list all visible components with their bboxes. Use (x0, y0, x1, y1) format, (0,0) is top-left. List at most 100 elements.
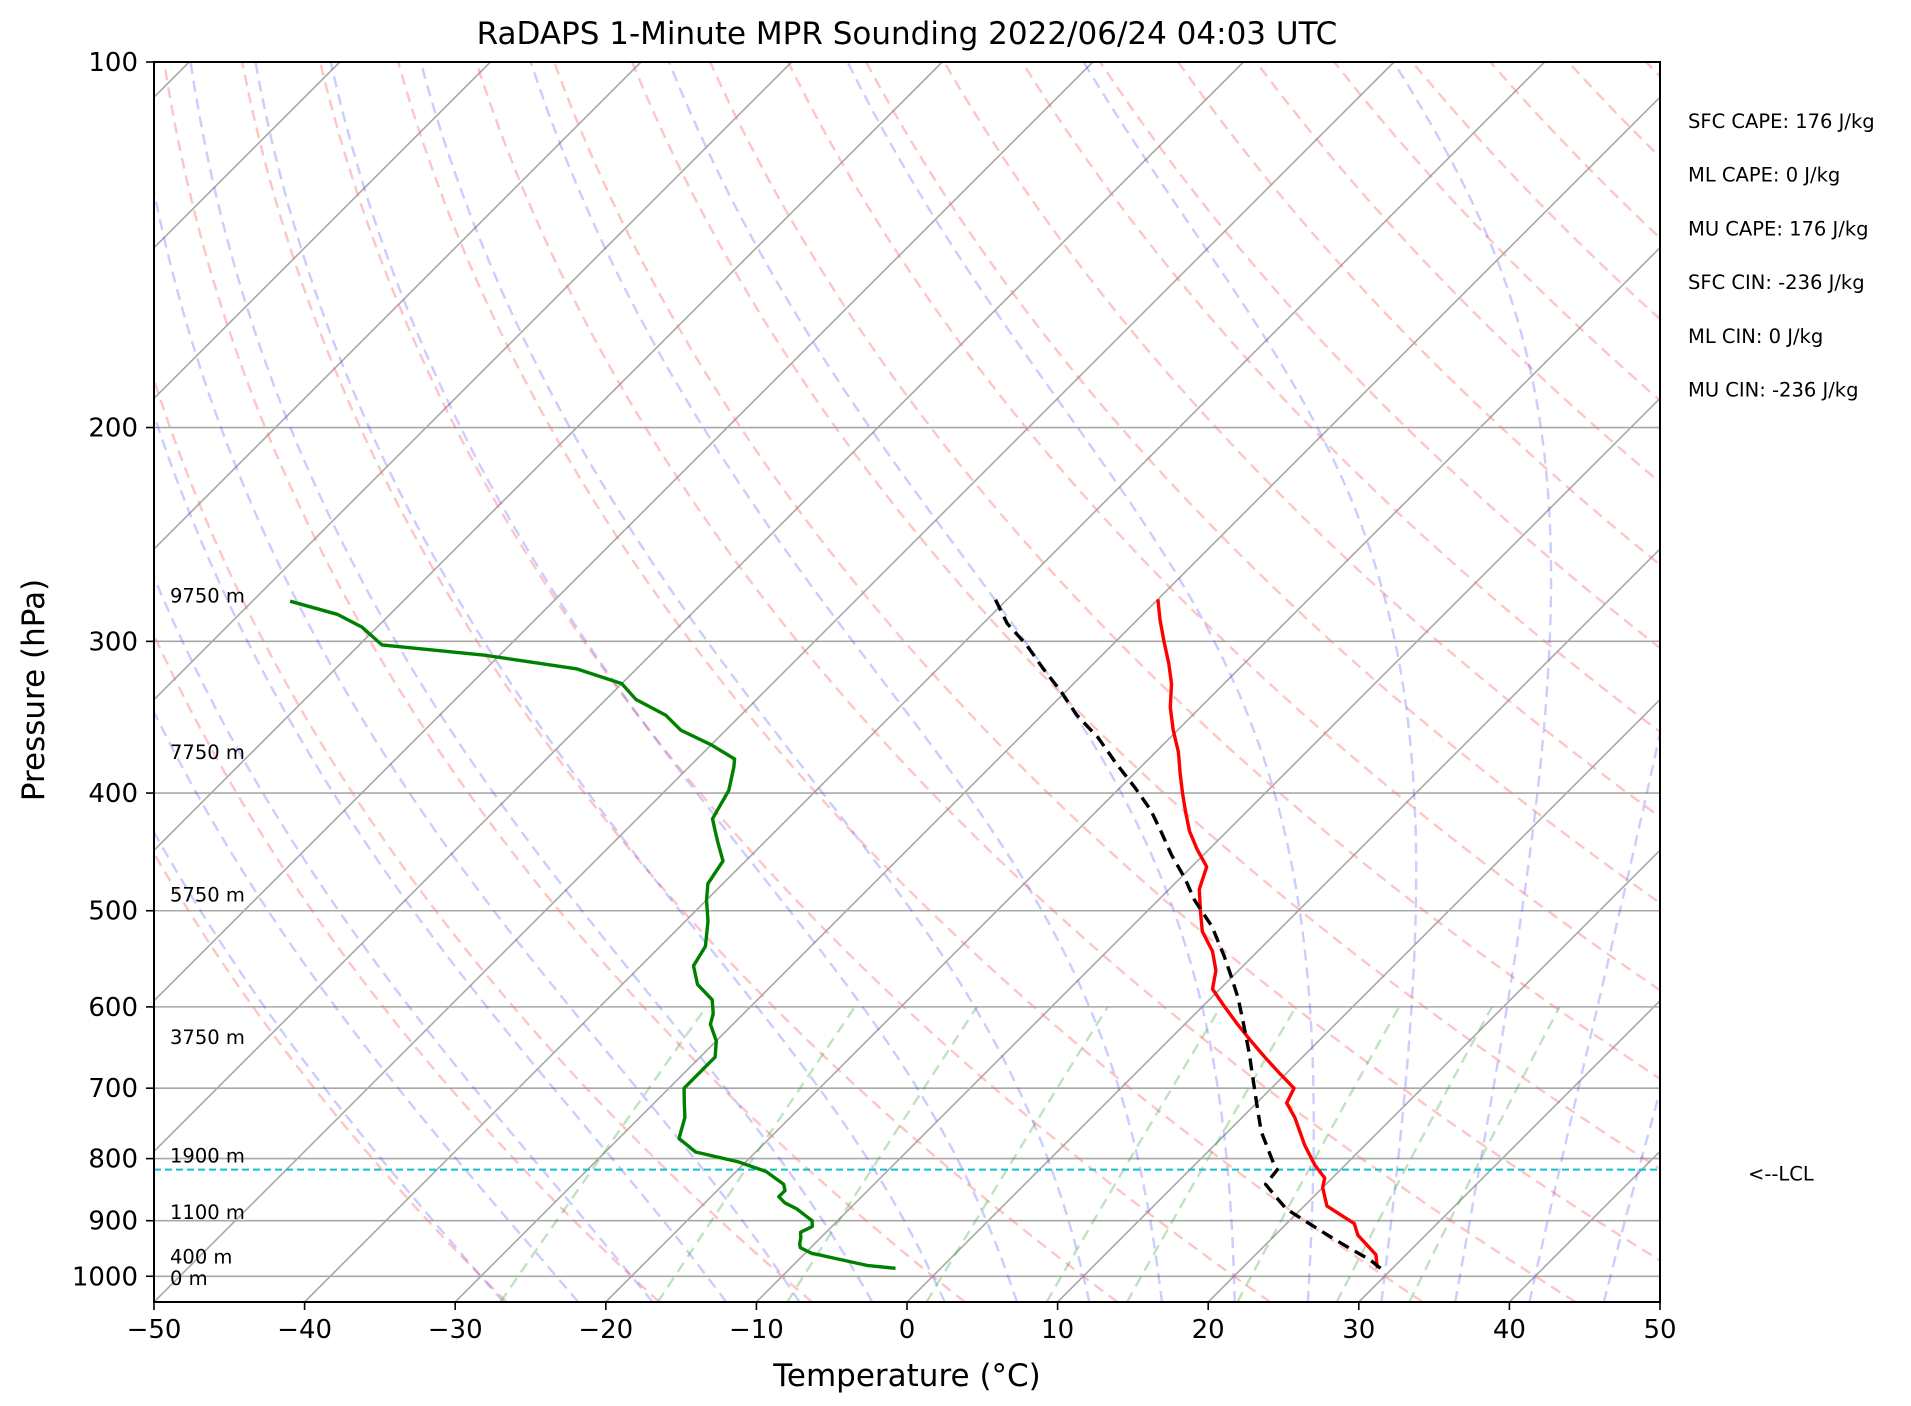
mixing-ratio-line (656, 1006, 856, 1302)
y-tick-label: 200 (88, 414, 138, 444)
moist-adiabat-line (254, 62, 946, 1302)
height-label: 7750 m (170, 741, 245, 764)
dry-adiabat-line (1021, 62, 1660, 734)
stat-line: ML CIN: 0 J/kg (1688, 325, 1823, 348)
x-tick-label: 20 (1192, 1315, 1225, 1345)
dewpoint-line (289, 599, 896, 1270)
moist-adiabat-line (419, 62, 1091, 1302)
moist-adiabat-line (529, 62, 1164, 1302)
isotherm-line (1057, 698, 1660, 1302)
dry-adiabat-line (162, 62, 966, 1302)
isotherm-line (1358, 999, 1660, 1302)
dry-adiabat-line (865, 62, 1660, 905)
x-tick-label: −40 (277, 1315, 332, 1345)
moist-adiabat-line (189, 62, 874, 1302)
series-layer (154, 598, 1660, 1270)
lcl-label: <--LCL (1748, 1163, 1814, 1186)
y-tick-label: 300 (88, 627, 138, 657)
plot-area (154, 62, 1660, 1302)
y-tick-label: 800 (88, 1145, 138, 1175)
moist-adiabat-line (1392, 62, 1553, 1302)
axis-layer: −50 −40 −30 −20 −10 0 10 20 30 40 50 100 200 300 400 50… (72, 48, 1677, 1345)
isotherm-line (154, 62, 1395, 1302)
moist-adiabat-line (154, 709, 580, 1302)
moist-adiabat-line (329, 62, 1019, 1302)
isotherm-line (154, 62, 793, 701)
moist-adiabat-line (1082, 62, 1418, 1302)
height-label: 9750 m (170, 584, 245, 607)
y-tick-label: 900 (88, 1207, 138, 1237)
stats-panel: SFC CAPE: 176 J/kg ML CAPE: 0 J/kg MU CAPE… (1688, 110, 1875, 402)
temperature-line (1156, 599, 1380, 1269)
y-tick-label: 1000 (72, 1262, 138, 1292)
dry-adiabat-line (154, 375, 813, 1302)
height-label: 400 m (170, 1245, 232, 1268)
isotherm-line (454, 96, 1660, 1302)
stat-line: SFC CAPE: 176 J/kg (1688, 110, 1875, 133)
stat-line: SFC CIN: -236 J/kg (1688, 271, 1865, 294)
isotherm-line (605, 246, 1660, 1302)
dry-adiabat-line (630, 62, 1660, 1171)
isotherm-line (1207, 849, 1660, 1302)
x-tick-label: −30 (428, 1315, 483, 1345)
moist-adiabat-line (154, 573, 654, 1302)
height-label: 5750 m (170, 884, 245, 907)
moist-adiabat-line (154, 410, 728, 1302)
y-tick-label: 600 (88, 993, 138, 1023)
isotherm-line (154, 62, 491, 400)
x-tick-label: 40 (1493, 1315, 1526, 1345)
x-tick-label: 50 (1643, 1315, 1676, 1345)
isotherm-line (154, 62, 1094, 1002)
mixing-ratio-line (499, 1006, 708, 1302)
height-label: 0 m (170, 1267, 208, 1290)
moist-adiabat-line (154, 829, 505, 1302)
moist-adiabat-line (846, 62, 1315, 1302)
moist-adiabat-line (154, 185, 801, 1302)
isotherm-line (154, 62, 1244, 1153)
mixing-ratio-line (925, 1006, 1109, 1302)
parcel-line (993, 598, 1382, 1270)
x-tick-label: −50 (127, 1315, 182, 1345)
x-tick-label: 30 (1342, 1315, 1375, 1345)
mixing-ratio-line (1236, 1006, 1401, 1302)
y-tick-label: 400 (88, 779, 138, 809)
dry-adiabat-line (318, 62, 1271, 1302)
grid-layer (154, 62, 1660, 1302)
mixing-ratio-line (1125, 1006, 1297, 1302)
stat-line: ML CAPE: 0 J/kg (1688, 164, 1840, 187)
x-tick-label: −20 (578, 1315, 633, 1345)
dry-adiabat-line (154, 850, 508, 1302)
dry-adiabat-line (474, 62, 1577, 1302)
dry-adiabat-line (552, 62, 1660, 1262)
y-axis-label: Pressure (hPa) (16, 579, 52, 801)
y-tick-label: 700 (88, 1074, 138, 1104)
chart-title: RaDAPS 1-Minute MPR Sounding 2022/06/24 … (477, 16, 1338, 52)
moist-adiabat-line (1528, 727, 1660, 1302)
dry-adiabat-line (240, 62, 1119, 1302)
isotherm-line (154, 62, 642, 551)
dry-adiabat-line (154, 632, 661, 1302)
x-tick-label: 0 (899, 1315, 916, 1345)
mixing-ratio-line (1045, 1006, 1222, 1302)
height-label: 1100 m (170, 1201, 245, 1224)
mixing-ratio-line (1335, 1006, 1493, 1302)
isotherm-line (154, 62, 943, 852)
dry-adiabat-line (709, 62, 1660, 1081)
x-axis-label: Temperature (°C) (772, 1358, 1041, 1394)
stat-line: MU CIN: -236 J/kg (1688, 379, 1858, 402)
y-tick-label: 500 (88, 897, 138, 927)
stat-line: MU CAPE: 176 J/kg (1688, 217, 1869, 240)
isotherm-line (906, 547, 1660, 1302)
dry-adiabat-line (1177, 62, 1660, 567)
x-tick-label: −10 (729, 1315, 784, 1345)
height-label: 3750 m (170, 1026, 245, 1049)
isotherm-line (755, 397, 1660, 1302)
y-tick-label: 100 (88, 48, 138, 78)
isotherm-line (304, 62, 1546, 1302)
mixing-ratio-line (1408, 1006, 1561, 1302)
mixing-ratio-line (786, 1006, 978, 1302)
height-labels: 9750 m 7750 m 5750 m 3750 m 1900 m 1100 m 400 … (170, 584, 245, 1289)
dry-adiabat-line (1099, 62, 1660, 650)
dry-adiabat-line (787, 62, 1660, 992)
